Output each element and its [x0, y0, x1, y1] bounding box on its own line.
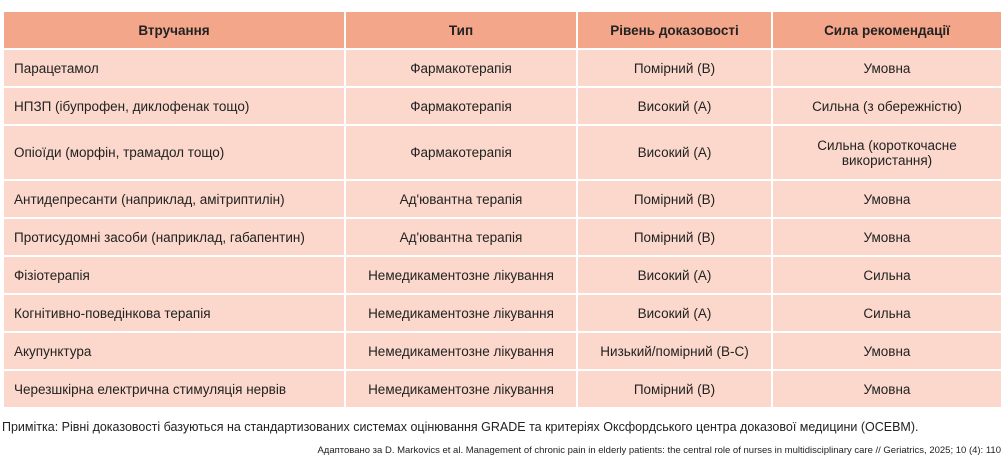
cell-evidence-level: Помірний (B) — [576, 369, 773, 409]
cell-intervention: Парацетамол — [2, 48, 346, 88]
header-type: Тип — [344, 10, 578, 50]
source-citation: Адаптовано за D. Markovics et al. Manage… — [317, 445, 1001, 456]
cell-type: Немедикаментозне лікування — [344, 293, 578, 333]
cell-intervention: Акупунктура — [2, 331, 346, 371]
table-row: Фізіотерапія Немедикаментозне лікування Ви… — [2, 255, 1003, 295]
cell-evidence-level: Низький/помірний (B-C) — [576, 331, 773, 371]
cell-intervention: Фізіотерапія — [2, 255, 346, 295]
cell-evidence-level: Високий (A) — [576, 86, 773, 126]
cell-type: Ад'ювантна терапія — [344, 179, 578, 219]
cell-evidence-level: Помірний (B) — [576, 217, 773, 257]
cell-type: Немедикаментозне лікування — [344, 331, 578, 371]
cell-recommendation-strength: Умовна — [771, 48, 1003, 88]
cell-type: Фармакотерапія — [344, 86, 578, 126]
cell-recommendation-strength: Умовна — [771, 217, 1003, 257]
table-row: Когнітивно-поведінкова терапія Немедикаме… — [2, 293, 1003, 333]
cell-evidence-level: Високий (A) — [576, 124, 773, 181]
cell-intervention: Протисудомні засоби (наприклад, габапент… — [2, 217, 346, 257]
recommendations-table: Втручання Тип Рівень доказовості Сила ре… — [2, 10, 1003, 409]
table-row: Опіоїди (морфін, трамадол тощо) Фармакоте… — [2, 124, 1003, 181]
table-row: Черезшкірна електрична стимуляція нервів… — [2, 369, 1003, 409]
cell-type: Фармакотерапія — [344, 124, 578, 181]
table-row: НПЗП (ібупрофен, диклофенак тощо) Фармако… — [2, 86, 1003, 126]
table-row: Протисудомні засоби (наприклад, габапент… — [2, 217, 1003, 257]
cell-evidence-level: Високий (A) — [576, 293, 773, 333]
cell-recommendation-strength: Сильна (з обережністю) — [771, 86, 1003, 126]
header-recommendation-strength: Сила рекомендації — [771, 10, 1003, 50]
cell-evidence-level: Високий (A) — [576, 255, 773, 295]
cell-type: Фармакотерапія — [344, 48, 578, 88]
header-intervention: Втручання — [2, 10, 346, 50]
cell-recommendation-strength: Сильна — [771, 255, 1003, 295]
cell-intervention: НПЗП (ібупрофен, диклофенак тощо) — [2, 86, 346, 126]
table-row: Акупунктура Немедикаментозне лікування Низ… — [2, 331, 1003, 371]
cell-recommendation-strength: Умовна — [771, 179, 1003, 219]
cell-intervention: Опіоїди (морфін, трамадол тощо) — [2, 124, 346, 181]
table-row: Антидепресанти (наприклад, амітриптилін)… — [2, 179, 1003, 219]
cell-recommendation-strength: Умовна — [771, 369, 1003, 409]
cell-evidence-level: Помірний (B) — [576, 179, 773, 219]
header-evidence-level: Рівень доказовості — [576, 10, 773, 50]
cell-evidence-level: Помірний (B) — [576, 48, 773, 88]
cell-recommendation-strength: Сильна (короткочасне використання) — [771, 124, 1003, 181]
cell-intervention: Когнітивно-поведінкова терапія — [2, 293, 346, 333]
header-row: Втручання Тип Рівень доказовості Сила ре… — [2, 10, 1003, 50]
cell-type: Немедикаментозне лікування — [344, 369, 578, 409]
cell-type: Ад'ювантна терапія — [344, 217, 578, 257]
cell-recommendation-strength: Умовна — [771, 331, 1003, 371]
cell-intervention: Черезшкірна електрична стимуляція нервів — [2, 369, 346, 409]
table-row: Парацетамол Фармакотерапія Помірний (B) Умо… — [2, 48, 1003, 88]
cell-intervention: Антидепресанти (наприклад, амітриптилін) — [2, 179, 346, 219]
cell-type: Немедикаментозне лікування — [344, 255, 578, 295]
footnote: Примітка: Рівні доказовості базуються на… — [2, 420, 919, 434]
cell-recommendation-strength: Сильна — [771, 293, 1003, 333]
